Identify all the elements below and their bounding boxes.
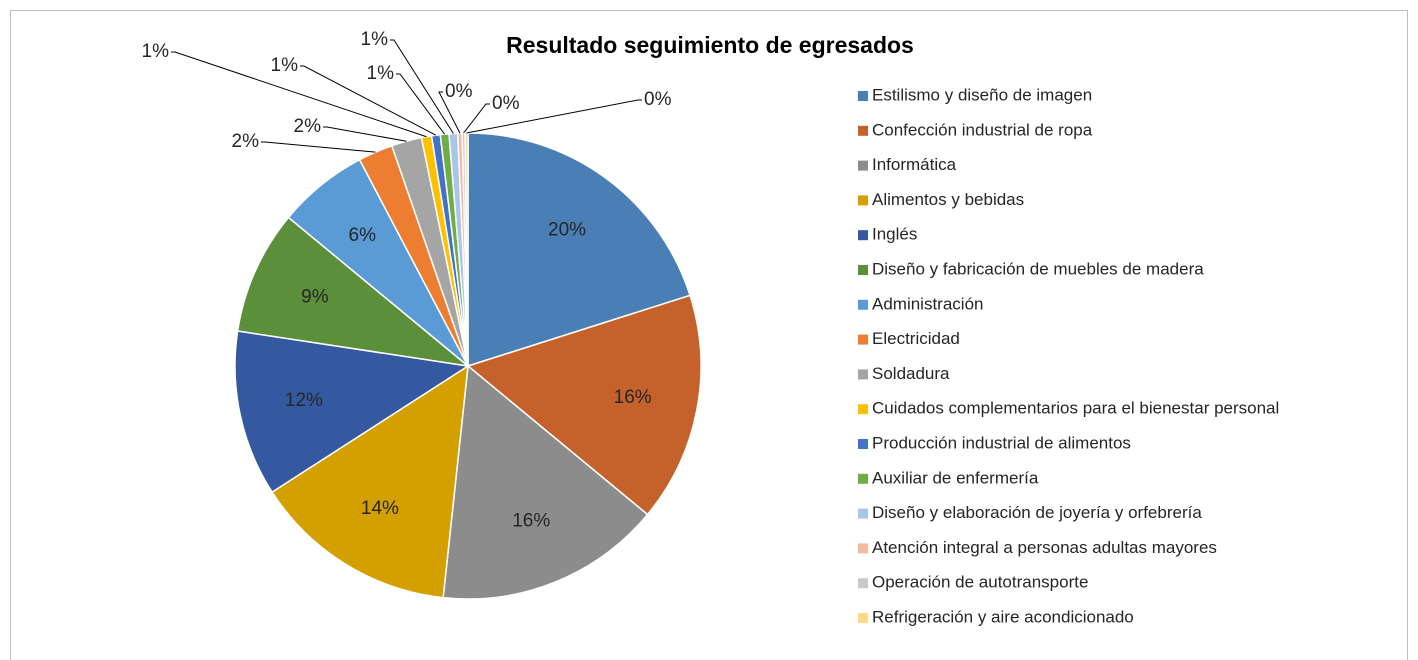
legend-label: Informática <box>872 155 957 174</box>
legend-swatch <box>858 543 868 554</box>
data-label: 1% <box>367 63 395 84</box>
leader-line <box>396 73 446 135</box>
pie-slice <box>236 216 471 368</box>
leader-line <box>390 39 454 134</box>
legend-label: Diseño y fabricación de muebles de mader… <box>872 259 1204 278</box>
legend-swatch <box>858 91 868 101</box>
legend-label: Atención integral a personas adultas may… <box>872 538 1217 557</box>
pie-slice <box>467 132 691 368</box>
data-label: 1% <box>271 55 299 76</box>
legend-swatch <box>858 299 868 310</box>
leader-line <box>438 91 461 134</box>
legend-swatch <box>858 578 868 589</box>
data-label: 9% <box>301 286 329 307</box>
legend-label: Inglés <box>872 225 917 244</box>
data-label: 0% <box>492 93 520 114</box>
leader-line <box>261 141 376 153</box>
legend-label: Electricidad <box>872 329 960 348</box>
legend-swatch <box>858 613 868 623</box>
legend-swatch <box>858 160 868 171</box>
legend-label: Diseño y elaboración de joyería y orfebr… <box>872 503 1202 522</box>
pie-slice <box>442 364 649 600</box>
legend-swatch <box>858 508 868 519</box>
legend-label: Administración <box>872 294 984 313</box>
legend-swatch <box>858 369 868 380</box>
legend-label: Estilismo y diseño de imagen <box>872 85 1092 104</box>
legend-swatch <box>858 404 868 415</box>
legend-label: Producción industrial de alimentos <box>872 433 1131 452</box>
legend-label: Soldadura <box>872 364 950 383</box>
legend-swatch <box>858 334 868 345</box>
legend-label: Alimentos y bebidas <box>872 190 1024 209</box>
data-label: 14% <box>361 498 399 519</box>
data-label: 1% <box>142 41 170 62</box>
data-label: 16% <box>614 387 652 408</box>
data-label: 12% <box>285 390 323 411</box>
data-label: 20% <box>548 220 586 241</box>
legend-label: Operación de autotransporte <box>872 573 1088 592</box>
legend-swatch <box>858 473 868 484</box>
legend-label: Auxiliar de enfermería <box>872 468 1039 487</box>
legend-swatch <box>858 125 868 136</box>
legend-label: Cuidados complementarios para el bienest… <box>872 399 1279 418</box>
pie-slice <box>234 330 471 494</box>
legend-label: Refrigeración y aire acondicionado <box>872 607 1134 626</box>
legend-swatch <box>858 439 868 449</box>
data-label: 16% <box>512 510 550 531</box>
leader-line <box>323 126 407 142</box>
pie-slice <box>271 364 469 599</box>
legend-swatch <box>858 230 868 241</box>
data-label: 0% <box>445 81 473 102</box>
chart-border <box>10 10 1408 660</box>
data-label: 6% <box>349 225 377 246</box>
legend-label: Confección industrial de ropa <box>872 120 1093 139</box>
legend-swatch <box>858 265 868 275</box>
legend-swatch <box>858 195 868 206</box>
leader-line <box>463 103 490 134</box>
pie-slice <box>466 294 702 516</box>
leader-line <box>300 65 437 136</box>
leader-line <box>466 99 642 134</box>
leader-line <box>171 51 427 138</box>
data-label: 2% <box>294 116 322 137</box>
data-label: 1% <box>361 29 389 50</box>
data-label: 0% <box>644 89 672 110</box>
chart-title: Resultado seguimiento de egresados <box>506 32 914 58</box>
data-label: 2% <box>232 131 260 152</box>
